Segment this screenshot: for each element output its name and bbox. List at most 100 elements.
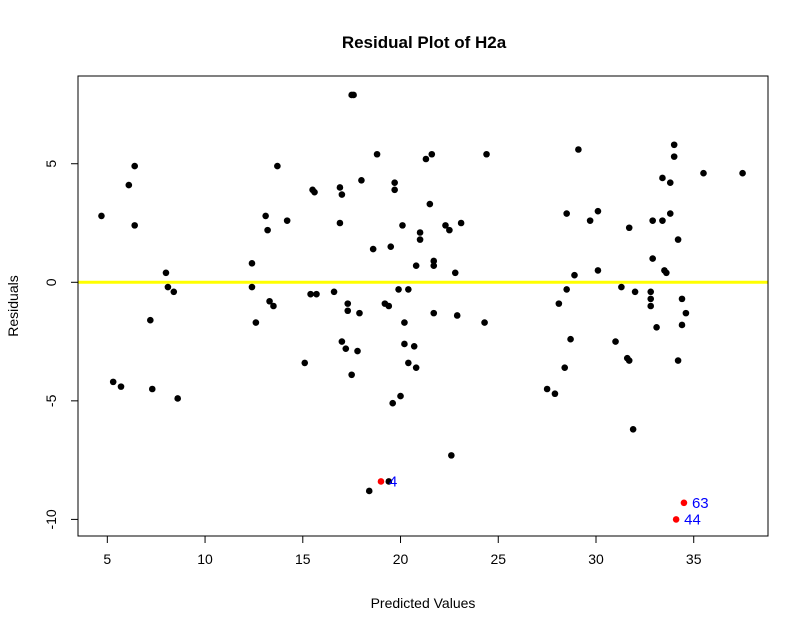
data-point xyxy=(342,345,350,352)
data-point xyxy=(567,335,574,343)
x-tick-label: 10 xyxy=(197,551,213,567)
data-point xyxy=(248,260,256,267)
data-point xyxy=(373,150,381,158)
data-point xyxy=(453,312,461,319)
data-point xyxy=(162,269,170,277)
data-point xyxy=(397,392,404,400)
data-point xyxy=(336,219,344,227)
data-point xyxy=(674,357,682,364)
data-point xyxy=(457,219,465,227)
data-point xyxy=(682,309,690,317)
data-point xyxy=(629,425,637,433)
data-point xyxy=(594,267,602,274)
data-point xyxy=(358,177,365,184)
data-point xyxy=(283,217,291,224)
data-point xyxy=(356,309,363,317)
data-point xyxy=(412,262,420,269)
data-point xyxy=(174,395,181,402)
data-point xyxy=(365,487,373,495)
data-point xyxy=(416,229,424,236)
data-point xyxy=(170,288,178,296)
data-point xyxy=(674,236,682,243)
outlier-point xyxy=(680,499,688,507)
data-point xyxy=(430,257,438,265)
data-point xyxy=(369,245,377,253)
x-tick-label: 35 xyxy=(686,551,702,567)
data-point xyxy=(678,295,686,303)
outlier-point xyxy=(377,478,385,485)
data-point xyxy=(385,302,393,310)
data-point xyxy=(483,150,490,158)
data-point xyxy=(416,236,424,243)
outlier-label: 44 xyxy=(684,511,701,528)
data-point xyxy=(551,390,559,398)
x-tick-label: 30 xyxy=(588,551,604,567)
data-point xyxy=(338,338,346,345)
data-point xyxy=(612,338,619,345)
data-point xyxy=(313,290,320,298)
data-point xyxy=(344,307,352,315)
data-point xyxy=(274,162,281,170)
data-point xyxy=(248,283,256,291)
data-point xyxy=(625,357,633,364)
x-axis-label: Predicted Values xyxy=(371,595,476,611)
data-point xyxy=(700,169,707,177)
data-point xyxy=(430,262,438,269)
data-point xyxy=(653,324,660,331)
data-point xyxy=(117,383,125,390)
data-point xyxy=(561,364,569,371)
x-tick-label: 25 xyxy=(490,551,506,567)
data-point xyxy=(666,210,674,217)
data-point xyxy=(307,290,314,298)
data-point xyxy=(663,269,670,277)
data-point xyxy=(426,200,434,208)
data-point xyxy=(575,146,582,153)
data-point xyxy=(412,364,420,371)
data-point xyxy=(336,184,344,191)
data-point xyxy=(410,343,418,350)
data-point xyxy=(649,255,656,262)
data-point xyxy=(670,141,678,149)
data-point xyxy=(148,385,156,393)
data-point xyxy=(543,385,551,393)
x-tick-label: 5 xyxy=(103,551,111,567)
data-point xyxy=(98,212,105,220)
data-point xyxy=(446,226,453,234)
data-point xyxy=(354,347,361,355)
y-tick-label: 0 xyxy=(43,278,59,286)
data-point xyxy=(739,169,746,177)
data-point xyxy=(405,359,412,367)
data-point xyxy=(422,155,430,163)
data-point xyxy=(350,91,357,99)
data-point xyxy=(670,153,678,160)
x-tick-label: 15 xyxy=(295,551,311,567)
data-point xyxy=(109,378,117,386)
data-point xyxy=(399,222,406,229)
data-point xyxy=(147,316,154,324)
data-point xyxy=(301,359,309,367)
data-point xyxy=(586,217,594,224)
data-point xyxy=(649,217,656,224)
data-point xyxy=(395,286,402,293)
data-point xyxy=(631,288,639,296)
y-tick-label: -5 xyxy=(43,394,59,407)
data-point xyxy=(430,309,438,317)
data-point xyxy=(125,181,133,189)
data-point xyxy=(391,186,398,194)
y-tick-label: 5 xyxy=(43,160,59,168)
data-point xyxy=(451,269,459,277)
data-point xyxy=(428,150,436,158)
data-point xyxy=(311,188,318,196)
data-point xyxy=(164,283,172,291)
data-point xyxy=(594,207,602,215)
chart-title: Residual Plot of H2a xyxy=(342,33,507,52)
data-point xyxy=(385,478,393,485)
data-point xyxy=(391,179,398,187)
y-axis-label: Residuals xyxy=(5,275,21,336)
data-point xyxy=(387,243,395,251)
data-point xyxy=(571,271,578,279)
data-point xyxy=(264,226,271,234)
data-point xyxy=(555,300,563,307)
